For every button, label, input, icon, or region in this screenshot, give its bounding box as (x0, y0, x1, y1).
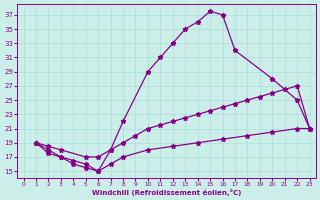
X-axis label: Windchill (Refroidissement éolien,°C): Windchill (Refroidissement éolien,°C) (92, 189, 241, 196)
